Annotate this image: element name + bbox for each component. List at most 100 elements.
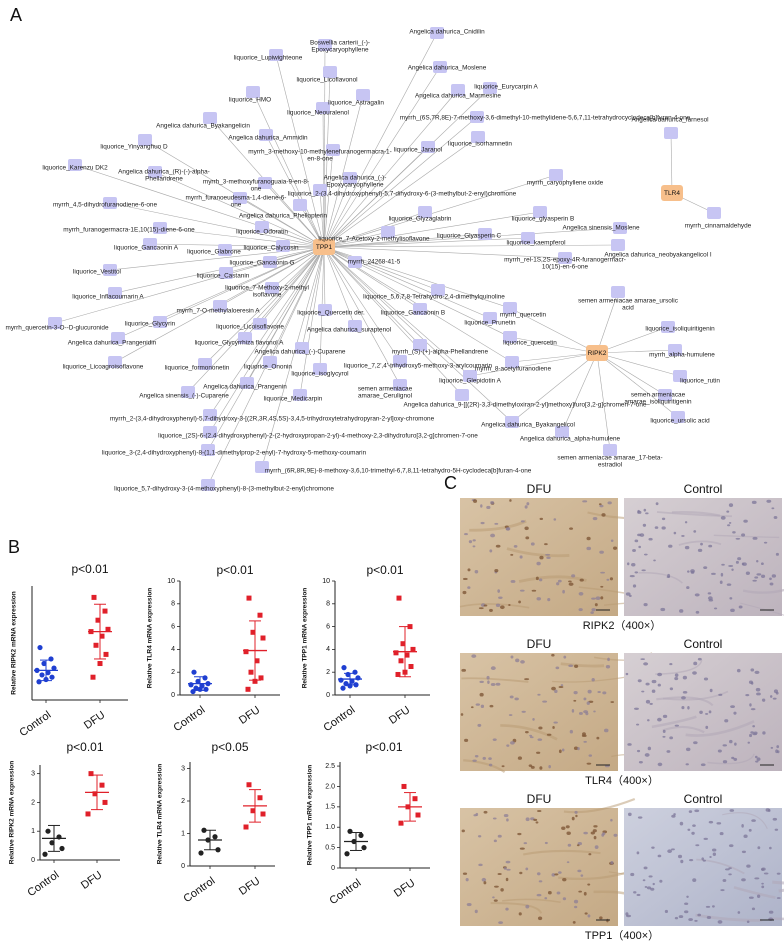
tissue-streak (459, 603, 530, 609)
nucleus (525, 536, 530, 540)
data-point (39, 672, 45, 678)
nucleus (643, 602, 648, 607)
nucleus (489, 549, 493, 553)
nucleus (556, 582, 560, 586)
y-tick-label: 1.5 (325, 804, 335, 811)
nucleus (561, 826, 566, 830)
node-label: semen armeniacae amarae_ursolic acid (578, 297, 678, 312)
nucleus (462, 590, 467, 595)
nucleus (657, 762, 663, 767)
node-label: liquorice_Glepidotin A (439, 377, 501, 385)
nucleus (510, 553, 514, 556)
edge (323, 246, 471, 377)
nucleus (600, 571, 605, 574)
error-bar (399, 626, 411, 678)
nucleus (583, 891, 587, 896)
nucleus (756, 560, 759, 563)
nucleus (490, 500, 495, 505)
edge (596, 352, 666, 396)
nucleus (524, 505, 528, 509)
nucleus (479, 680, 484, 684)
column-header: Control (684, 482, 723, 496)
node-box (138, 134, 152, 146)
tissue-streak (656, 511, 732, 518)
nucleus (492, 738, 497, 741)
nucleus (612, 546, 618, 550)
nucleus (505, 527, 510, 531)
row-caption: TLR4（400×） (585, 774, 659, 787)
nucleus (651, 846, 655, 849)
nucleus (489, 608, 493, 613)
nucleus (524, 678, 530, 681)
edge (323, 89, 459, 248)
nucleus (596, 736, 600, 740)
nucleus (722, 760, 728, 764)
node-box (68, 159, 82, 171)
nucleus (536, 751, 541, 754)
nucleus (505, 860, 511, 864)
node-box (313, 363, 327, 375)
y-tick-label: 2.0 (325, 783, 335, 790)
nucleus (497, 872, 502, 876)
tissue-streak (656, 696, 714, 707)
nucleus (752, 536, 758, 540)
edge (509, 336, 598, 354)
node-box (108, 287, 122, 299)
edge (323, 246, 463, 396)
node-box (213, 300, 227, 312)
y-axis-label: Relative TLR4 mRNA expression (157, 764, 164, 865)
tissue-streak (638, 572, 683, 584)
nucleus (538, 880, 543, 883)
nucleus (724, 719, 729, 723)
data-point (412, 796, 418, 802)
nucleus (467, 568, 471, 572)
nucleus (687, 828, 691, 831)
y-tick-label: 3 (181, 765, 185, 772)
nucleus (748, 896, 754, 899)
nucleus (587, 689, 592, 694)
data-point (97, 661, 103, 667)
node-box (103, 197, 117, 209)
nucleus (697, 548, 703, 553)
nucleus (761, 882, 764, 885)
node-label: liquorice_Yinyanghuo D (100, 143, 168, 151)
nucleus (754, 576, 759, 579)
nucleus (729, 809, 735, 812)
node-box (418, 206, 432, 218)
y-tick-label: 3 (31, 770, 35, 777)
nucleus (746, 864, 751, 868)
nucleus (694, 593, 700, 597)
node-label: liquorice_Prunetin (464, 319, 516, 327)
nucleus (680, 859, 684, 864)
nucleus (609, 577, 614, 581)
node-label: myrrh_(6R,8R,9E)-8-methoxy-3,6,10-trimet… (264, 467, 532, 475)
node-box (269, 49, 283, 61)
node-label: Angelica dahurica_Byakangelicol (481, 421, 575, 429)
nucleus (578, 608, 583, 612)
edge (323, 146, 429, 248)
y-tick-label: 10 (167, 578, 175, 585)
nucleus (489, 704, 494, 708)
node-box (48, 317, 62, 329)
nucleus (651, 689, 656, 693)
data-point (49, 674, 55, 680)
edge (207, 246, 325, 451)
nucleus (558, 685, 564, 689)
y-tick-label: 1 (181, 830, 185, 837)
micrograph (460, 652, 672, 774)
tissue-streak (552, 676, 626, 683)
nucleus (465, 877, 469, 882)
nucleus (470, 706, 474, 709)
node-box (201, 479, 215, 491)
nucleus (531, 589, 537, 592)
edge (323, 32, 438, 248)
hub-box (586, 345, 608, 361)
data-point (41, 660, 47, 667)
nucleus (525, 817, 530, 822)
nucleus (583, 740, 587, 743)
micrograph-background (624, 498, 782, 616)
y-tick-label: 0 (171, 692, 175, 699)
node-label: liquorice_2-(3,4-dihydroxyphenyl)-5,7-di… (287, 190, 517, 198)
nucleus (708, 544, 713, 548)
edge (224, 246, 325, 251)
